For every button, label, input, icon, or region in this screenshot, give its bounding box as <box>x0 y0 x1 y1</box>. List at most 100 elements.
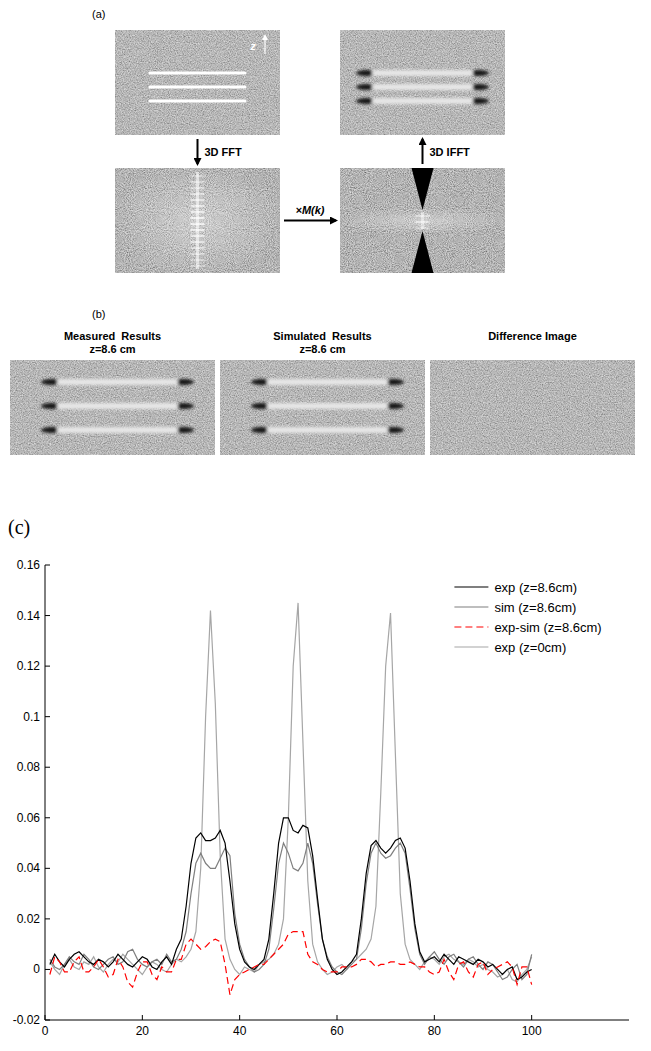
arrow <box>284 220 336 222</box>
image-ground <box>340 30 505 135</box>
series-line <box>50 818 532 980</box>
spectrum-line <box>191 187 205 189</box>
spectrum-line <box>191 205 205 207</box>
result-image <box>10 360 215 455</box>
image-ground <box>115 168 280 273</box>
y-tick-label: 0.12 <box>17 659 41 673</box>
y-tick-label: 0.08 <box>17 760 41 774</box>
filtered-bar <box>251 403 404 409</box>
bar-body <box>375 70 470 76</box>
filtered-bar <box>41 427 194 433</box>
arrow <box>422 139 424 164</box>
image-noise <box>220 360 425 455</box>
spectrum-line <box>191 259 205 261</box>
legend-sample <box>454 606 488 607</box>
image-ground <box>430 360 635 455</box>
y-tick-label: 0 <box>33 962 40 976</box>
axis-label: z <box>249 40 256 52</box>
y-tick <box>45 918 50 919</box>
legend-label: exp (z=8.6cm) <box>494 580 577 595</box>
spectrum-line <box>191 211 205 213</box>
image-ground <box>10 360 215 455</box>
object-image: z <box>115 30 280 135</box>
z-arrowhead <box>262 34 268 40</box>
x-tick <box>434 1015 435 1020</box>
y-tick-label: 0.1 <box>23 710 40 724</box>
mask-wedge <box>412 231 434 273</box>
bar-body <box>375 98 470 104</box>
legend: exp (z=8.6cm)sim (z=8.6cm)exp-sim (z=8.6… <box>454 580 601 655</box>
legend-sample <box>454 646 488 647</box>
y-tick <box>45 868 50 869</box>
step-label: ×M(k) <box>295 204 324 216</box>
x-tick <box>337 1015 338 1020</box>
legend-label: exp (z=0cm) <box>494 640 566 655</box>
spectrum-image <box>115 168 280 273</box>
bar-body <box>60 403 175 409</box>
x-tick <box>142 1015 143 1020</box>
image-ground <box>115 30 280 135</box>
image-ground <box>340 168 505 273</box>
spectrum-streak <box>421 212 424 229</box>
image-title: Difference Image <box>488 330 577 342</box>
x-tick-label: 80 <box>428 1024 442 1038</box>
panel-label: (a) <box>92 8 105 20</box>
y-tick-label: 0.04 <box>17 861 41 875</box>
bar-body <box>270 427 385 433</box>
y-tick-label: -0.02 <box>13 1013 41 1027</box>
image-noise <box>430 360 635 455</box>
result-image <box>220 360 425 455</box>
object-bar <box>150 86 245 89</box>
spectrum-line <box>191 193 205 195</box>
object-bar <box>150 72 245 75</box>
mask-wedge <box>412 168 434 210</box>
series-line <box>50 603 532 982</box>
spectrum-line <box>191 181 205 183</box>
y-tick-label: 0.06 <box>17 811 41 825</box>
panel-c: (c)-0.0200.020.040.060.080.10.120.140.16… <box>8 516 629 1038</box>
filtered-bar <box>356 98 489 104</box>
spectrum-line <box>416 221 430 223</box>
spectrum-line <box>191 265 205 267</box>
x-tick-label: 100 <box>522 1024 542 1038</box>
spectrum-line <box>416 215 430 217</box>
spectrum-line <box>191 241 205 243</box>
y-tick-label: 0.16 <box>17 558 41 572</box>
step-label: 3D IFFT <box>430 146 471 158</box>
image-title: Measured Results <box>64 330 161 342</box>
panel-label: (b) <box>92 308 105 320</box>
panel-a: (a)z3D FFT×M(k)3D IFFT <box>92 8 505 273</box>
filtered-bar <box>356 70 489 76</box>
x-tick <box>45 1015 46 1020</box>
spectrum-line <box>191 247 205 249</box>
y-tick <box>45 716 50 717</box>
spectrum-line <box>191 217 205 219</box>
image-noise <box>115 168 280 273</box>
image-noise <box>115 30 280 135</box>
image-noise <box>340 168 505 273</box>
y-tick <box>45 817 50 818</box>
x-tick-label: 20 <box>136 1024 150 1038</box>
plot-lines <box>50 603 532 995</box>
y-axis <box>45 565 46 1020</box>
y-tick <box>45 615 50 616</box>
y-tick <box>45 767 50 768</box>
x-tick-label: 40 <box>233 1024 247 1038</box>
spectrum-line <box>191 229 205 231</box>
bar-body <box>375 84 470 90</box>
y-tick-label: 0.14 <box>17 609 41 623</box>
legend-label: exp-sim (z=8.6cm) <box>494 620 601 635</box>
filtered-image <box>340 30 505 135</box>
object-bar <box>150 100 245 103</box>
figure: (a)z3D FFT×M(k)3D IFFT(b)Measured Result… <box>0 0 651 1051</box>
bar-body <box>60 427 175 433</box>
masked-spectrum-image <box>340 168 505 273</box>
filtered-bar <box>356 84 489 90</box>
spectrum-line <box>191 235 205 237</box>
spectrum-line <box>416 227 430 229</box>
y-tick-label: 0.02 <box>17 912 41 926</box>
x-tick-label: 0 <box>42 1024 49 1038</box>
filtered-bar <box>41 403 194 409</box>
legend-sample <box>454 586 488 587</box>
image-title: z=8.6 cm <box>89 343 135 355</box>
